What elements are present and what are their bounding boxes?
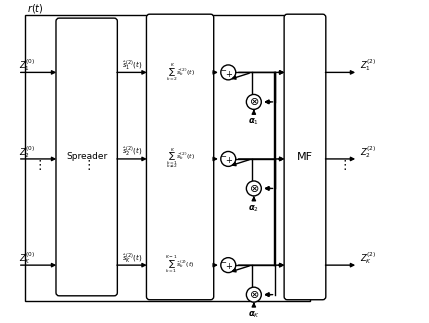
Text: $Z_2^{(0)}$: $Z_2^{(0)}$ — [18, 144, 35, 160]
Text: $+$: $+$ — [225, 155, 233, 165]
Text: $\sum_{k=2}^{K}\hat{s}_k^{(2)}(t)$: $\sum_{k=2}^{K}\hat{s}_k^{(2)}(t)$ — [166, 62, 195, 83]
Text: $\vdots$: $\vdots$ — [82, 158, 91, 172]
Bar — [25, 16, 310, 300]
FancyBboxPatch shape — [146, 14, 214, 300]
Text: $\boldsymbol{\alpha}_2$: $\boldsymbol{\alpha}_2$ — [248, 203, 260, 214]
Text: $+$: $+$ — [225, 68, 233, 78]
Text: $Z_2^{(2)}$: $Z_2^{(2)}$ — [360, 144, 377, 160]
Text: $\boldsymbol{\alpha}_1$: $\boldsymbol{\alpha}_1$ — [248, 117, 259, 127]
Text: $\vdots$: $\vdots$ — [33, 158, 42, 172]
Text: $\otimes$: $\otimes$ — [249, 96, 259, 108]
FancyBboxPatch shape — [56, 18, 118, 296]
Text: $\sum_{k=1}^{K-1}\hat{s}_k^{(2)}(t)$: $\sum_{k=1}^{K-1}\hat{s}_k^{(2)}(t)$ — [165, 255, 195, 275]
Text: $\hat{s}_K^{(2)}(t)$: $\hat{s}_K^{(2)}(t)$ — [122, 251, 142, 266]
Text: $\sum_{\substack{k=1\\k\neq 2}}^{K}\hat{s}_k^{(2)}(t)$: $\sum_{\substack{k=1\\k\neq 2}}^{K}\hat{… — [166, 147, 195, 171]
Text: $\otimes$: $\otimes$ — [249, 289, 259, 300]
Text: $\boldsymbol{\alpha}_K$: $\boldsymbol{\alpha}_K$ — [248, 309, 260, 320]
Circle shape — [246, 94, 261, 109]
Circle shape — [246, 287, 261, 302]
Circle shape — [221, 65, 236, 80]
Text: $-$: $-$ — [220, 152, 227, 158]
FancyBboxPatch shape — [284, 14, 326, 300]
Text: MF: MF — [297, 152, 313, 162]
Text: $\vdots$: $\vdots$ — [338, 158, 347, 172]
Circle shape — [221, 151, 236, 166]
Text: $\hat{s}_1^{(2)}(t)$: $\hat{s}_1^{(2)}(t)$ — [122, 58, 142, 73]
Text: $\otimes$: $\otimes$ — [249, 183, 259, 194]
Text: $Z_1^{(0)}$: $Z_1^{(0)}$ — [18, 58, 35, 73]
Text: $Z_K^{(2)}$: $Z_K^{(2)}$ — [360, 251, 377, 266]
Text: $\hat{s}_2^{(2)}(t)$: $\hat{s}_2^{(2)}(t)$ — [122, 145, 142, 159]
Text: Spreader: Spreader — [66, 152, 107, 162]
Circle shape — [246, 181, 261, 196]
Text: $Z_1^{(2)}$: $Z_1^{(2)}$ — [360, 58, 377, 73]
Text: $-$: $-$ — [220, 258, 227, 265]
Text: $Z_K^{(0)}$: $Z_K^{(0)}$ — [18, 251, 35, 266]
Text: $r(t)$: $r(t)$ — [27, 2, 43, 15]
Text: $+$: $+$ — [225, 261, 233, 271]
Circle shape — [221, 258, 236, 273]
Text: $-$: $-$ — [220, 66, 227, 72]
